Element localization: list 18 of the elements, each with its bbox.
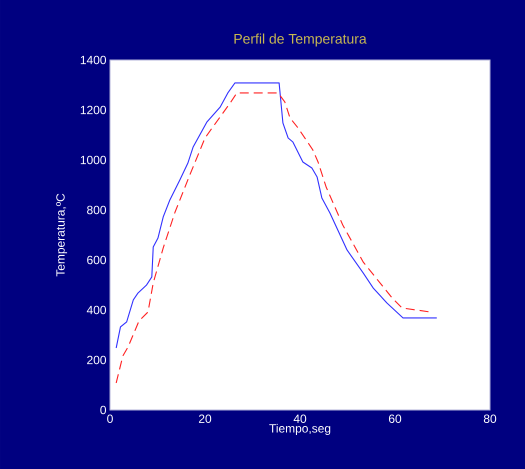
y-tick-label: 1400 (80, 56, 106, 64)
x-tick-label: 40 (294, 414, 306, 423)
y-tick-label: 200 (87, 356, 106, 364)
y-tick-label: 0 (100, 406, 106, 414)
y-tick-label: 1000 (80, 156, 106, 164)
x-tick-label: 20 (198, 414, 212, 423)
y-tick-label: 800 (87, 206, 106, 214)
chart-title: Perfil de Temperatura (234, 34, 367, 46)
y-tick-label: 1200 (80, 106, 106, 114)
line-series (116, 92, 431, 384)
y-axis-title: Temperatura,ºC (56, 194, 68, 276)
y-tick-label: 400 (86, 306, 106, 314)
y-tick-label: 600 (87, 256, 106, 264)
x-tick-label: 0 (107, 414, 113, 423)
line-series (116, 82, 438, 349)
x-tick-label: 60 (388, 414, 402, 423)
x-axis-title: Tiempo,seg (269, 424, 330, 435)
x-tick-label: 80 (484, 414, 496, 423)
